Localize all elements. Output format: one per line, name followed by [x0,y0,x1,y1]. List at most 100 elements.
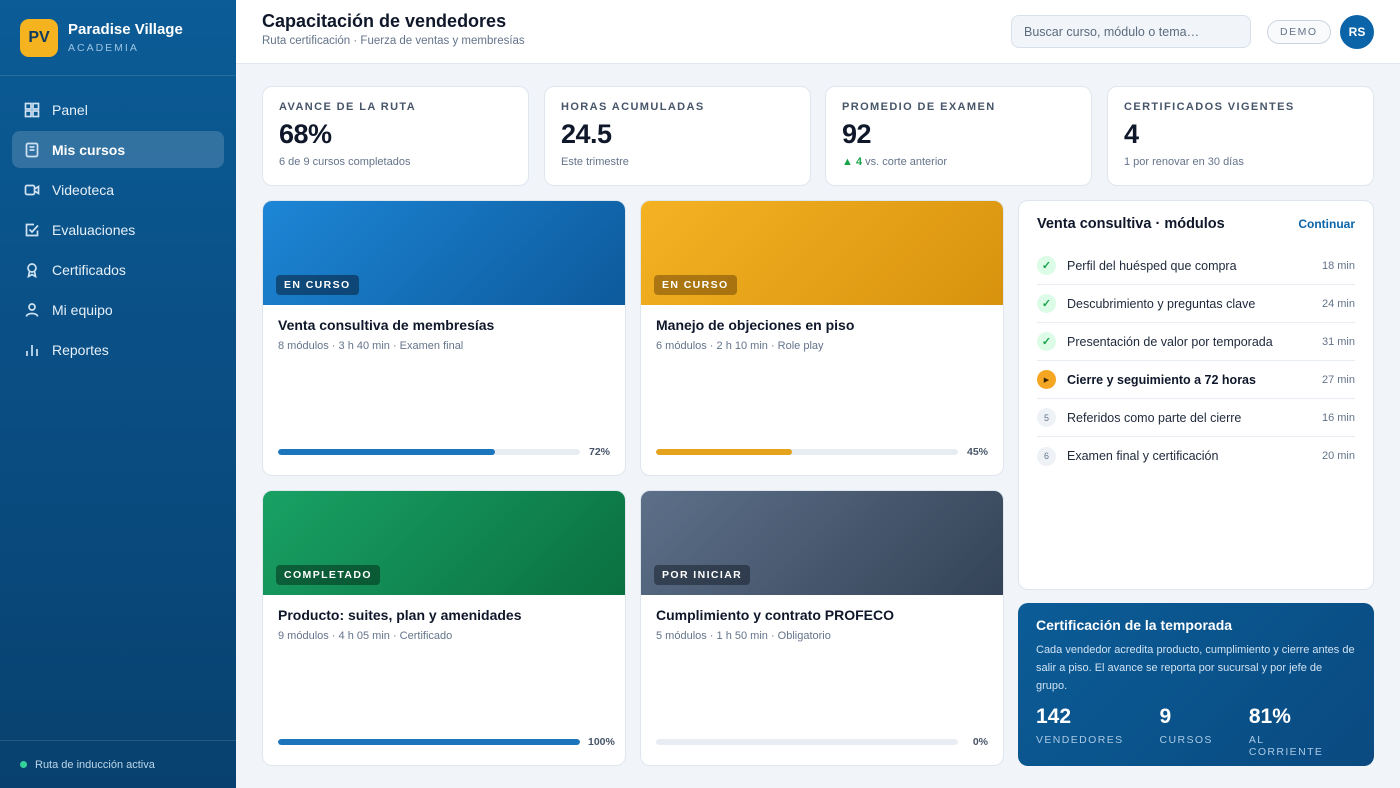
course-meta: 6 módulos · 2 h 10 min · Role play [656,340,824,352]
page-subtitle: Ruta certificación · Fuerza de ventas y … [262,35,525,47]
brand-subtitle: ACADEMIA [68,42,139,54]
sidebar-footer-text: Ruta de inducción activa [35,758,155,771]
stat-label: HORAS ACUMULADAS [561,101,705,113]
module-item[interactable]: 5 Referidos como parte del cierre 16 min [1037,399,1355,437]
check-icon: ✓ [1037,332,1056,351]
module-name: Examen final y certificación [1067,449,1219,463]
stat-note-text: vs. corte anterior [862,156,948,168]
course-card[interactable]: COMPLETADO Producto: suites, plan y amen… [262,490,626,766]
course-progress: 72% [278,446,610,458]
module-number: 6 [1037,446,1056,466]
module-name: Descubrimiento y preguntas clave [1067,296,1256,311]
certification-stat: 9 CURSOS [1160,705,1213,758]
course-title: Manejo de objeciones en piso [656,317,855,333]
stat-card-horas: HORAS ACUMULADAS 24.5 Este trimestre [544,86,811,186]
sidebar-item-videoteca[interactable]: Videoteca [12,171,224,208]
progress-percent: 45% [966,446,988,458]
status-badge: COMPLETADO [276,565,380,585]
stat-value: 68% [279,119,332,149]
status-badge: POR INICIAR [654,565,751,585]
sidebar-item-label: Panel [52,101,88,118]
certification-stat-label: AL CORRIENTE [1248,734,1324,758]
sidebar-item-evaluaciones[interactable]: Evaluaciones [12,211,224,248]
certification-stat: 142 VENDEDORES [1036,705,1124,758]
course-card[interactable]: POR INICIAR Cumplimiento y contrato PROF… [640,490,1004,766]
module-duration: 18 min [1321,259,1355,272]
certification-stat-value: 9 [1159,705,1172,728]
sidebar-nav: Panel Mis cursos Videoteca Evaluaciones … [0,76,236,386]
user-icon [24,302,40,318]
course-progress: 100% [278,736,615,748]
modules-title: Venta consultiva · módulos [1037,216,1225,232]
sidebar-item-label: Mi equipo [52,301,113,318]
award-icon [24,262,40,278]
stat-card-avance: AVANCE DE LA RUTA 68% 6 de 9 cursos comp… [262,86,529,186]
module-name: Presentación de valor por temporada [1067,334,1273,349]
progress-percent: 72% [588,446,610,458]
sidebar-item-label: Evaluaciones [52,221,136,238]
stat-label: CERTIFICADOS VIGENTES [1124,101,1295,113]
top-header: Capacitación de vendedores Ruta certific… [236,0,1400,64]
stat-card-promedio: PROMEDIO DE EXAMEN 92 ▲ 4 vs. corte ante… [825,86,1092,186]
status-badge: EN CURSO [276,275,359,295]
certification-stat: 81% AL CORRIENTE [1249,705,1323,758]
sidebar-item-certificados[interactable]: Certificados [12,251,224,288]
stat-label: AVANCE DE LA RUTA [279,101,417,113]
module-item[interactable]: ✓ Presentación de valor por temporada 31… [1037,323,1355,361]
avatar[interactable]: RS [1340,15,1374,49]
certification-stat-label: VENDEDORES [1036,734,1124,746]
sidebar-item-reportes[interactable]: Reportes [12,331,224,368]
sidebar-item-mi-equipo[interactable]: Mi equipo [12,291,224,328]
certification-stat-value: 81% [1248,705,1291,728]
sidebar-item-panel[interactable]: Panel [12,91,224,128]
module-item[interactable]: 6 Examen final y certificación 20 min [1037,437,1355,475]
course-card[interactable]: EN CURSO Manejo de objeciones en piso 6 … [640,200,1004,476]
module-name: Cierre y seguimiento a 72 horas [1067,372,1256,387]
course-card[interactable]: EN CURSO Venta consultiva de membresías … [262,200,626,476]
continue-link[interactable]: Continuar [1298,217,1355,231]
sidebar-item-label: Mis cursos [52,141,126,158]
certification-title: Certificación de la temporada [1036,617,1233,633]
sidebar: PV Paradise Village ACADEMIA Panel Mis c… [0,0,236,788]
sidebar-item-label: Certificados [52,261,126,278]
progress-fill [278,449,496,455]
module-duration: 27 min [1321,373,1355,386]
stat-note: Este trimestre [561,156,629,168]
module-item-current[interactable]: ▶ Cierre y seguimiento a 72 horas 27 min [1037,361,1355,399]
course-title: Venta consultiva de membresías [278,317,495,333]
module-item[interactable]: ✓ Perfil del huésped que compra 18 min [1037,247,1355,285]
certification-stat-value: 142 [1036,705,1072,728]
course-meta: 9 módulos · 4 h 05 min · Certificado [278,630,453,642]
sidebar-item-label: Videoteca [52,181,115,198]
status-badge: EN CURSO [654,275,737,295]
course-banner: COMPLETADO [263,491,625,595]
brand: PV Paradise Village ACADEMIA [0,0,236,76]
course-progress: 0% [656,736,988,748]
sidebar-footer: Ruta de inducción activa [0,740,236,788]
course-meta: 8 módulos · 3 h 40 min · Examen final [278,340,464,352]
stat-note: 1 por renovar en 30 días [1124,156,1244,168]
sidebar-item-label: Reportes [52,341,109,358]
certification-text: Cada vendedor acredita producto, cumplim… [1036,644,1355,692]
progress-percent: 0% [972,736,988,748]
course-progress: 45% [656,446,988,458]
module-list: ✓ Perfil del huésped que compra 18 min ✓… [1037,247,1355,475]
progress-fill [278,739,580,745]
progress-percent: 100% [588,736,615,748]
search-input[interactable] [1011,15,1251,48]
checklist-icon [24,222,40,238]
modules-panel: Venta consultiva · módulos Continuar ✓ P… [1018,200,1374,590]
sidebar-item-mis-cursos[interactable]: Mis cursos [12,131,224,168]
stat-note: ▲ 4 vs. corte anterior [842,156,1075,168]
module-duration: 24 min [1321,297,1355,310]
check-icon: ✓ [1037,294,1056,313]
module-number: 5 [1037,408,1056,427]
page-title: Capacitación de vendedores [262,11,507,31]
stat-label: PROMEDIO DE EXAMEN [842,101,996,113]
brand-name: Paradise Village [68,21,183,38]
module-item[interactable]: ✓ Descubrimiento y preguntas clave 24 mi… [1037,285,1355,323]
certification-panel: Certificación de la temporada Cada vende… [1018,603,1374,766]
trend-up-indicator: ▲ 4 [842,156,863,168]
demo-badge: DEMO [1267,20,1331,44]
brand-logo[interactable]: PV [20,18,58,57]
